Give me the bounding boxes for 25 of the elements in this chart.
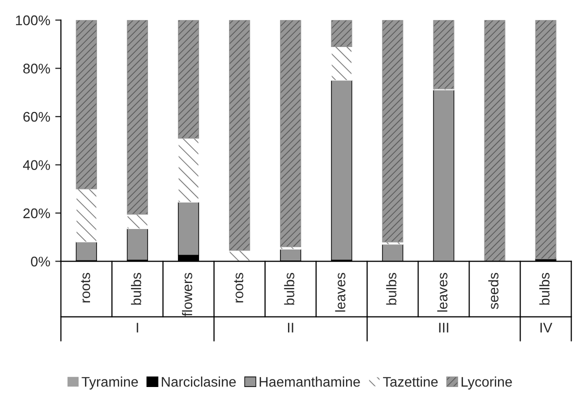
x-tick-label: bulbs (539, 272, 550, 305)
legend-label: Haemanthamine (260, 376, 360, 387)
y-tick-label: 100% (16, 15, 50, 26)
x-tick-label: roots (234, 272, 244, 302)
x-tick-label: flowers (182, 272, 192, 316)
text: III (439, 322, 448, 332)
y-tick-label: 40% (23, 160, 50, 170)
legend-label: Lycorine (462, 376, 512, 390)
x-tick-label: leaves (437, 272, 448, 312)
x-tick-label: seeds (488, 272, 498, 310)
y-tick-label: 60% (23, 112, 50, 122)
text: I (136, 322, 138, 332)
x-tick-label: bulbs (386, 272, 396, 305)
x-tick-label: roots (81, 272, 90, 302)
legend-label: Tazettine (383, 376, 438, 387)
y-tick-label: 80% (23, 64, 50, 74)
x-tick-label: bulbs (130, 272, 142, 305)
legend-label: Narciclasine (162, 376, 236, 387)
text: II (288, 322, 294, 332)
y-tick-label: 0% (30, 256, 50, 266)
y-tick-label: 20% (23, 208, 50, 218)
x-tick-label: leaves (335, 272, 346, 312)
text: IV (540, 322, 552, 332)
legend-label: Tyramine (82, 376, 138, 390)
x-tick-label: bulbs (284, 272, 294, 305)
